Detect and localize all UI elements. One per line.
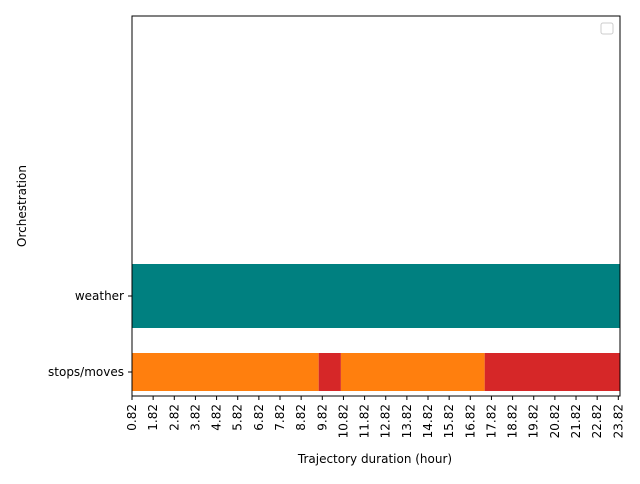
bar-segment-weather-0 [132, 264, 620, 328]
x-tick-label: 16.82 [463, 404, 477, 438]
y-tick-label: stops/moves [48, 365, 124, 379]
plot-frame [131, 15, 621, 397]
x-tick-label: 0.82 [125, 404, 139, 431]
bar-segments [132, 264, 620, 391]
y-axis-label: Orchestration [15, 165, 29, 247]
x-tick-label: 8.82 [294, 404, 308, 431]
x-tick-label: 22.82 [590, 404, 604, 438]
x-tick-label: 4.82 [210, 404, 224, 431]
x-tick-label: 9.82 [315, 404, 329, 431]
x-tick-label: 21.82 [569, 404, 583, 438]
x-tick-label: 19.82 [527, 404, 541, 438]
bar-segment-stopsmoves-1 [318, 353, 341, 391]
x-axis-ticks: 0.82 1.82 2.82 3.82 4.82 5.82 6.82 7.82 8.82 9.82… [125, 396, 625, 438]
x-tick-label: 7.82 [273, 404, 287, 431]
bar-segment-stopsmoves-3 [484, 353, 620, 391]
x-tick-label: 11.82 [358, 404, 372, 438]
x-tick-label: 1.82 [146, 404, 160, 431]
x-tick-label: 23.82 [611, 404, 625, 438]
bar-segment-stopsmoves-2 [340, 353, 485, 391]
x-tick-label: 17.82 [484, 404, 498, 438]
bar-segment-stopsmoves-0 [132, 353, 319, 391]
x-axis-label: Trajectory duration (hour) [297, 452, 452, 466]
x-tick-label: 15.82 [442, 404, 456, 438]
x-tick-label: 10.82 [336, 404, 350, 438]
x-tick-label: 14.82 [421, 404, 435, 438]
x-tick-label: 3.82 [188, 404, 202, 431]
x-tick-label: 12.82 [379, 404, 393, 438]
y-axis-ticks: stops/moves weather [48, 289, 132, 379]
y-tick-label: weather [75, 289, 124, 303]
legend-box [600, 22, 614, 35]
x-tick-label: 5.82 [231, 404, 245, 431]
x-tick-label: 18.82 [506, 404, 520, 438]
x-tick-label: 20.82 [548, 404, 562, 438]
x-tick-label: 6.82 [252, 404, 266, 431]
x-tick-label: 2.82 [167, 404, 181, 431]
x-tick-label: 13.82 [400, 404, 414, 438]
